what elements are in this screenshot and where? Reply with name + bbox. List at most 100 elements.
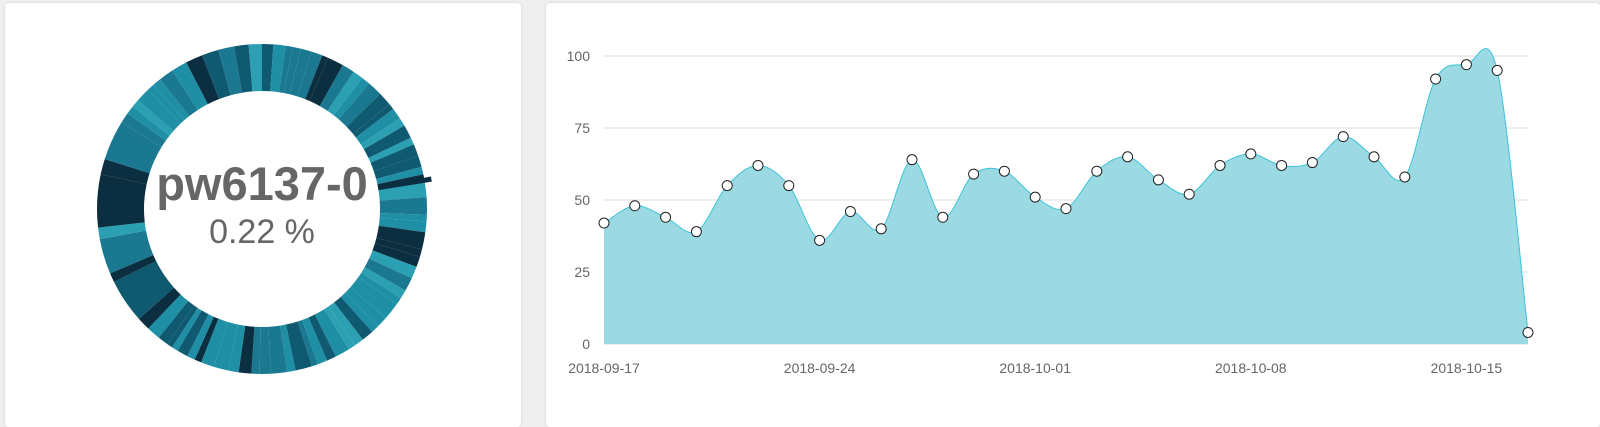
- donut-slice: [361, 267, 406, 299]
- data-point[interactable]: [1399, 171, 1411, 183]
- data-point[interactable]: [998, 165, 1010, 177]
- x-tick-label: 2018-10-08: [1215, 360, 1287, 376]
- donut-slice: [302, 317, 328, 365]
- donut-slice: [248, 44, 262, 92]
- donut-slice: [268, 325, 288, 374]
- donut-slice: [314, 309, 350, 357]
- donut-slice: [333, 77, 370, 120]
- donut-slice: [177, 310, 209, 357]
- data-point[interactable]: [1029, 191, 1041, 203]
- data-point[interactable]: [1460, 59, 1472, 71]
- donut-slice: [251, 326, 261, 374]
- y-tick-label: 0: [582, 336, 590, 352]
- data-point[interactable]: [1122, 151, 1134, 163]
- donut-slice: [364, 258, 412, 291]
- data-point[interactable]: [1183, 188, 1195, 200]
- donut-slice: [378, 217, 427, 233]
- donut-slice: [201, 318, 228, 367]
- data-point[interactable]: [906, 154, 918, 166]
- donut-slice: [360, 118, 405, 150]
- donut-slice: [308, 314, 336, 361]
- donut-card: pw6137-0 0.22 %: [5, 3, 521, 427]
- data-point[interactable]: [1368, 151, 1380, 163]
- donut-slice: [374, 237, 422, 257]
- data-point[interactable]: [1276, 159, 1288, 171]
- donut-slice: [350, 277, 397, 319]
- donut-center-label: pw6137-0: [156, 157, 368, 210]
- donut-slice: [327, 71, 363, 116]
- donut-slice: [358, 272, 401, 305]
- x-tick-label: 2018-09-17: [568, 360, 640, 376]
- donut-slice: [285, 321, 312, 371]
- y-tick-label: 50: [574, 192, 590, 208]
- donut-slice: [279, 45, 293, 94]
- data-point[interactable]: [844, 206, 856, 218]
- data-point[interactable]: [598, 217, 610, 229]
- donut-slice: [148, 84, 185, 124]
- data-point[interactable]: [660, 211, 672, 223]
- donut-slice: [262, 44, 274, 92]
- donut-slice: [346, 93, 390, 134]
- data-point[interactable]: [1306, 157, 1318, 169]
- data-points: [598, 59, 1534, 338]
- donut-slice: [228, 324, 246, 373]
- data-point[interactable]: [1491, 64, 1503, 76]
- donut-slice: [319, 65, 354, 111]
- data-point[interactable]: [752, 159, 764, 171]
- data-point[interactable]: [1430, 73, 1442, 85]
- area-chart-card: 0 25 50 75 100 2018-09-17 2018-09-24 2018-10-0…: [546, 3, 1600, 427]
- donut-slice: [370, 144, 419, 172]
- data-point[interactable]: [721, 180, 733, 192]
- data-point[interactable]: [875, 223, 887, 235]
- donut-slice: [167, 305, 198, 348]
- data-point[interactable]: [1522, 326, 1534, 338]
- donut-slice: [369, 250, 417, 279]
- donut-slice: [280, 324, 296, 373]
- data-point[interactable]: [690, 226, 702, 238]
- donut-slice: [172, 62, 208, 110]
- donut-slice: [378, 180, 427, 201]
- donut-slice: [153, 79, 190, 121]
- donut-slice: [355, 108, 400, 145]
- y-tick-label: 100: [567, 48, 591, 64]
- area-series-fill: [604, 48, 1528, 344]
- data-point[interactable]: [1060, 203, 1072, 215]
- data-point[interactable]: [1337, 131, 1349, 143]
- data-point[interactable]: [1214, 159, 1226, 171]
- donut-slice: [338, 83, 381, 127]
- donut-slice: [172, 307, 202, 351]
- donut-slice: [138, 89, 181, 132]
- data-point[interactable]: [629, 200, 641, 212]
- donut-slice: [186, 55, 220, 105]
- area-chart: 0 25 50 75 100 2018-09-17 2018-09-24 2018-10-0…: [567, 48, 1534, 376]
- donut-slice: [213, 321, 238, 371]
- donut-slice: [127, 106, 170, 141]
- data-point[interactable]: [968, 168, 980, 180]
- x-tick-label: 2018-10-15: [1431, 360, 1503, 376]
- data-point[interactable]: [783, 180, 795, 192]
- data-point[interactable]: [1245, 148, 1257, 160]
- donut-slice: [297, 320, 318, 367]
- donut-slice: [100, 158, 150, 185]
- donut-slice: [138, 287, 181, 329]
- data-point[interactable]: [1152, 174, 1164, 186]
- y-tick-label: 75: [574, 120, 590, 136]
- donut-slice: [379, 197, 427, 215]
- donut-slice: [238, 325, 255, 374]
- data-point[interactable]: [937, 211, 949, 223]
- donut-slice: [379, 213, 427, 222]
- data-point[interactable]: [814, 234, 826, 246]
- donut-slice: [297, 51, 323, 100]
- donut-chart: pw6137-0 0.22 %: [96, 44, 432, 374]
- donut-slice: [187, 314, 214, 360]
- donut-slice: [324, 306, 356, 350]
- donut-slice: [373, 155, 422, 179]
- donut-slice: [340, 292, 379, 332]
- donut-slice: [345, 287, 386, 327]
- donut-slice-highlighted: [377, 176, 432, 191]
- donut-slice: [376, 166, 424, 185]
- donut-slice: [121, 113, 166, 148]
- donut-slice: [160, 70, 198, 117]
- data-point[interactable]: [1091, 165, 1103, 177]
- donut-slice: [99, 230, 154, 274]
